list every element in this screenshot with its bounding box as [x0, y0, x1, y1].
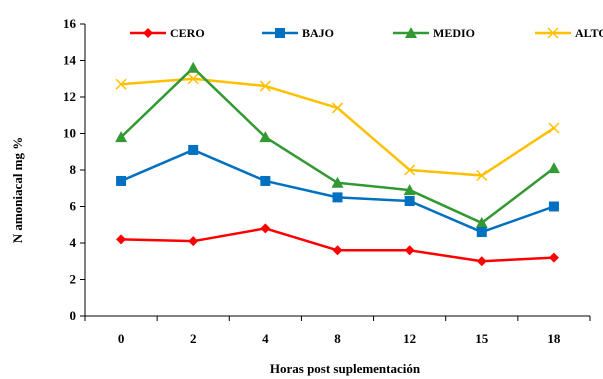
data-point-alto — [331, 102, 344, 114]
legend-marker — [405, 27, 417, 38]
data-point-medio — [259, 131, 272, 143]
data-point-bajo — [548, 201, 559, 212]
data-point-medio — [187, 61, 200, 73]
data-point-cero — [116, 234, 127, 245]
data-point-bajo — [476, 227, 487, 238]
y-tick-label: 2 — [70, 272, 77, 287]
series-line-bajo — [120, 148, 555, 234]
x-tick-label: 18 — [547, 331, 561, 346]
data-point-alto — [548, 122, 560, 134]
data-point-bajo — [116, 175, 127, 186]
x-tick-label: 15 — [475, 331, 489, 346]
x-tick-label: 0 — [118, 331, 125, 346]
legend-marker — [143, 28, 153, 38]
data-point-medio — [475, 216, 488, 228]
data-point-medio — [547, 162, 560, 174]
data-point-cero — [332, 245, 343, 256]
series-alto — [115, 73, 560, 182]
y-tick-label: 14 — [63, 53, 77, 68]
series-cero — [116, 223, 559, 267]
legend-marker — [275, 28, 285, 38]
data-point-alto — [187, 73, 199, 85]
series-medio — [115, 61, 560, 228]
data-point-bajo — [404, 196, 415, 207]
x-tick-label: 8 — [334, 331, 341, 346]
data-point-alto — [115, 78, 127, 90]
x-tick-label: 2 — [190, 331, 197, 346]
y-tick-label: 16 — [63, 16, 77, 31]
y-tick-label: 12 — [63, 89, 76, 104]
legend-label: BAJO — [302, 26, 334, 40]
y-tick-label: 8 — [70, 162, 77, 177]
y-tick-label: 4 — [70, 235, 77, 250]
series-line-cero — [121, 227, 554, 263]
legend-item-cero: CERO — [130, 26, 205, 40]
data-point-medio — [403, 184, 416, 196]
series-bajo — [116, 144, 559, 238]
data-point-medio — [115, 131, 128, 143]
data-point-bajo — [188, 144, 199, 155]
data-point-alto — [404, 164, 416, 176]
legend: CERO BAJO MEDIO ALTO — [130, 26, 603, 40]
x-axis: 0 2 4 8 12 15 18 — [84, 315, 591, 346]
y-tick-label: 6 — [70, 199, 77, 214]
legend-item-alto: ALTO — [535, 26, 603, 40]
legend-item-medio: MEDIO — [393, 26, 475, 40]
y-tick-label: 10 — [63, 126, 76, 141]
legend-item-bajo: BAJO — [262, 26, 334, 40]
data-point-cero — [404, 245, 415, 256]
data-point-medio — [331, 176, 344, 188]
legend-label: MEDIO — [433, 26, 475, 40]
y-tick-label: 0 — [70, 308, 77, 323]
legend-label: CERO — [170, 26, 205, 40]
data-point-cero — [188, 236, 199, 247]
legend-marker — [547, 27, 559, 39]
data-point-bajo — [332, 192, 343, 203]
data-point-bajo — [260, 175, 271, 186]
y-axis-title: N amoniacal mg % — [10, 137, 25, 244]
data-point-cero — [476, 256, 487, 267]
legend-label: ALTO — [575, 26, 603, 40]
x-tick-label: 4 — [262, 331, 269, 346]
data-point-cero — [260, 223, 271, 234]
data-point-cero — [548, 252, 559, 263]
data-point-alto — [476, 169, 488, 182]
data-point-alto — [259, 80, 271, 92]
x-axis-title: Horas post suplementación — [270, 361, 421, 376]
series-layer — [115, 61, 560, 267]
y-axis: 0 2 4 6 8 10 12 14 16 — [63, 16, 86, 323]
series-line-alto — [120, 77, 555, 177]
x-tick-label: 12 — [403, 331, 416, 346]
